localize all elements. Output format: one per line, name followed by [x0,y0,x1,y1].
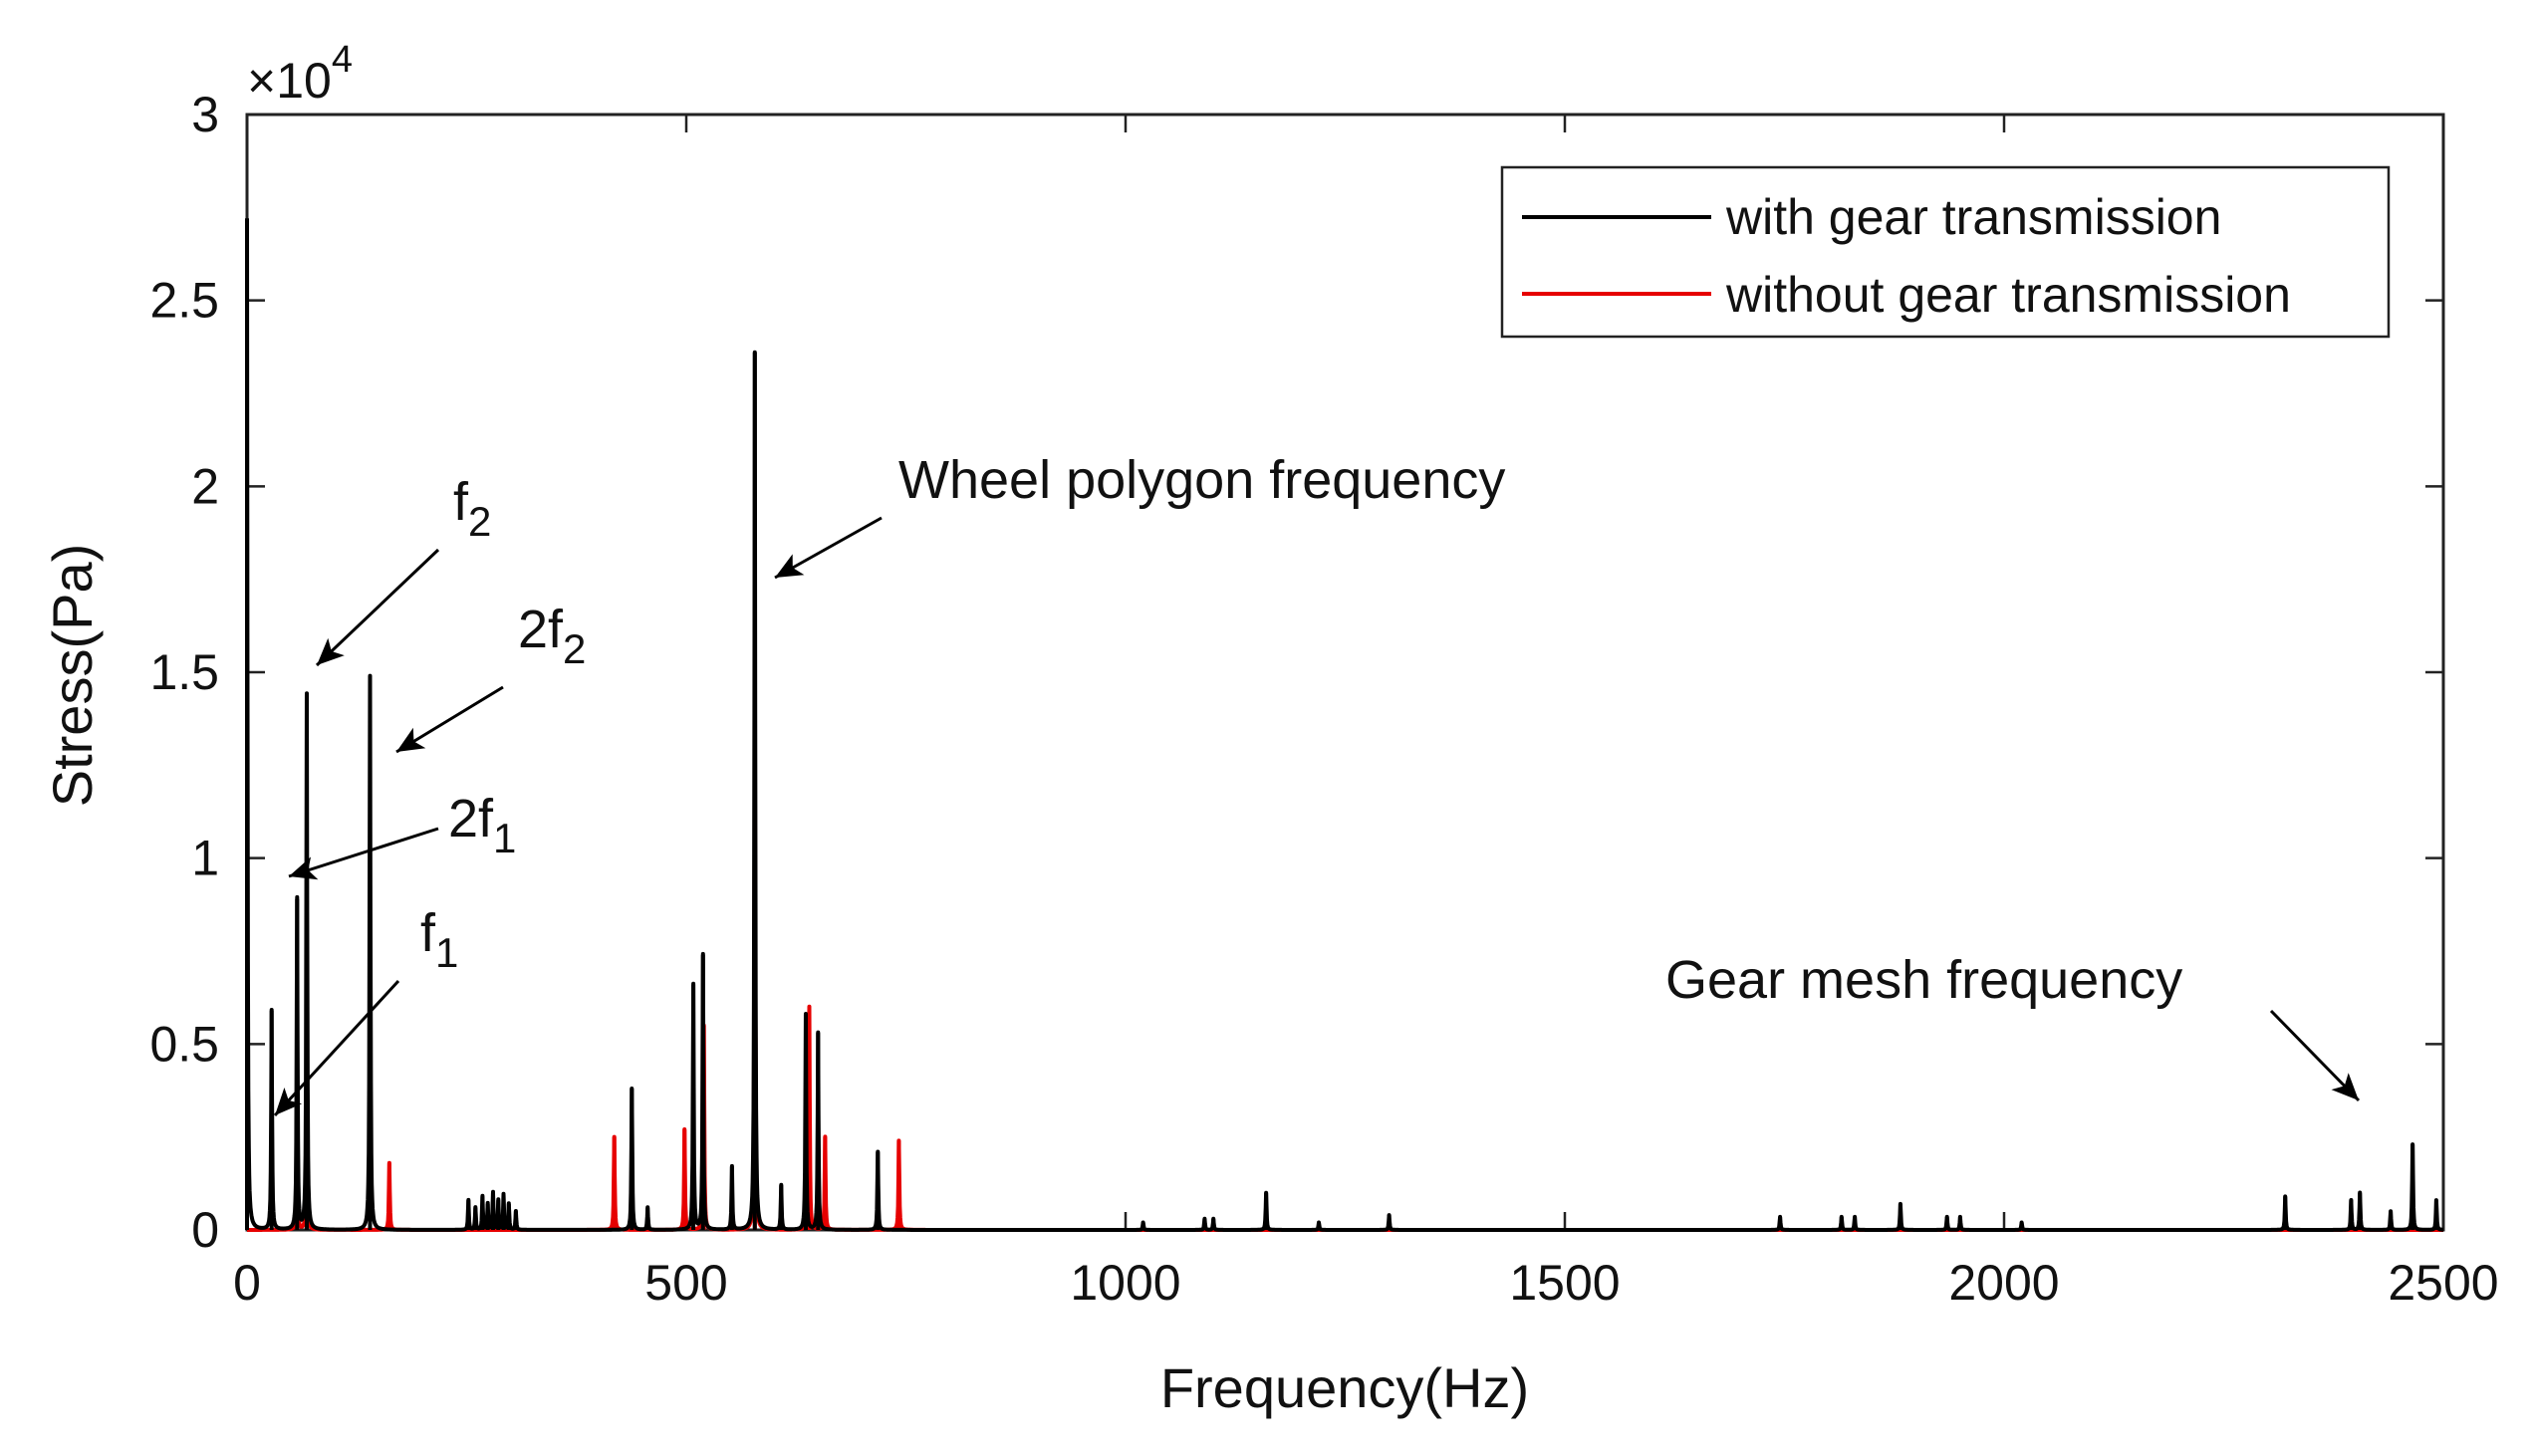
arrow-f1 [273,979,400,1117]
annotation-2f1: 2f1 [448,789,516,861]
legend-label-with-gear: with gear transmission [1725,189,2221,245]
y-tick-label: 2.5 [149,273,219,329]
x-tick-label: 2500 [2388,1255,2498,1311]
annotation-f2: f2 [453,472,491,545]
arrow-wheel-polygon [774,516,883,580]
legend-label-without-gear: without gear transmission [1725,267,2291,323]
y-tick-label: 1 [191,831,219,886]
y-exponent-power: 4 [332,39,353,81]
arrow-2f1 [288,827,439,880]
annotation-2f2: 2f2 [518,600,586,672]
x-tick-label: 0 [233,1255,261,1311]
legend: with gear transmission without gear tran… [1500,165,2391,339]
series-layer [245,216,2445,1232]
annotation-arrows [273,516,2361,1117]
ticks-layer: 0 500 1000 1500 2000 2500 0 0.5 1 1.5 2 2.5 3 [149,87,2498,1311]
series-line [245,216,2445,1232]
x-axis-label: Frequency(Hz) [1160,1356,1529,1419]
y-tick-label: 0.5 [149,1016,219,1072]
legend-box [1500,165,2391,339]
annotation-f1: f1 [420,903,458,976]
x-tick-label: 1000 [1070,1255,1180,1311]
annotation-gear-mesh: Gear mesh frequency [1665,950,2182,1010]
y-tick-label: 2 [191,458,219,514]
x-tick-label: 2000 [1948,1255,2059,1311]
y-tick-label: 3 [191,87,219,142]
arrow-gear-mesh [2269,1009,2361,1102]
y-axis-label: Stress(Pa) [41,544,104,808]
annotation-wheel-polygon: Wheel polygon frequency [898,450,1505,510]
y-tick-label: 1.5 [149,644,219,700]
x-tick-label: 1500 [1509,1255,1620,1311]
x-tick-label: 500 [644,1255,727,1311]
arrow-f2 [315,548,440,667]
arrow-2f2 [395,685,504,754]
y-tick-label: 0 [191,1202,219,1258]
y-exponent-label: ×104 [247,39,353,109]
